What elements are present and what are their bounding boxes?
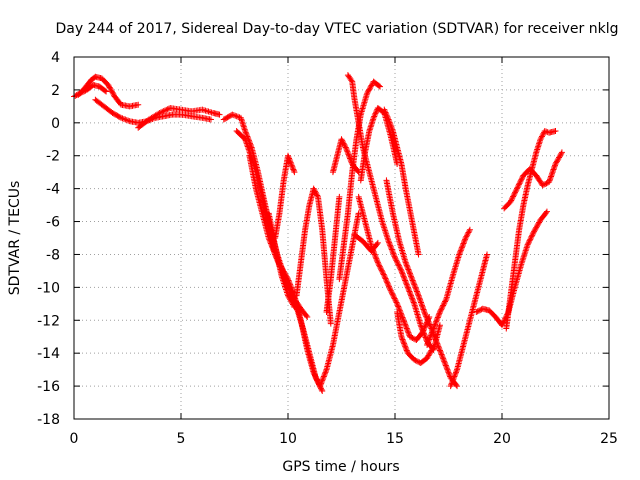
plot-frame	[73, 56, 610, 420]
data-point-markers	[75, 73, 142, 110]
x-tick-label: 15	[386, 431, 404, 447]
series-arc-25	[501, 149, 565, 212]
y-tick-label: 0	[51, 116, 60, 132]
y-tick-label: -2	[46, 149, 60, 165]
series-arc-16	[355, 193, 433, 344]
series-arc-21	[424, 226, 473, 348]
series-arc-18	[383, 177, 461, 390]
data-point-markers	[473, 208, 550, 329]
y-tick-label: -8	[46, 247, 60, 263]
series-arc-13	[336, 78, 384, 283]
y-tick-label: -6	[46, 215, 60, 231]
series-arc-24	[503, 128, 559, 332]
data-point-markers	[394, 309, 437, 367]
data-point-markers	[383, 177, 461, 390]
x-tick-label: 25	[600, 431, 618, 447]
x-axis-label: GPS time / hours	[282, 459, 399, 475]
data-point-markers	[424, 226, 473, 348]
x-tick-label: 5	[177, 431, 186, 447]
series-arc-4	[135, 105, 223, 131]
y-tick-label: -16	[37, 379, 60, 395]
data-point-markers	[447, 251, 491, 390]
series-arc-7	[246, 152, 362, 390]
data-point-markers	[336, 78, 384, 283]
data-point-markers	[381, 106, 422, 258]
data-point-markers	[503, 128, 559, 332]
y-tick-label: 2	[51, 83, 60, 99]
y-tick-label: -18	[37, 412, 60, 428]
y-tick-label: 4	[51, 50, 60, 66]
y-tick-label: -12	[37, 313, 60, 329]
data-point-markers	[501, 149, 565, 212]
y-axis-label: SDTVAR / TECUs	[7, 181, 23, 296]
data-point-markers	[135, 105, 223, 131]
series-arc-17	[351, 231, 381, 255]
y-tick-label: -10	[37, 280, 60, 296]
series-arc-2	[75, 73, 142, 110]
series-arc-19	[381, 106, 422, 258]
data-point-markers	[272, 152, 298, 241]
series-arc-9	[272, 152, 298, 241]
y-tick-label: -14	[37, 346, 60, 362]
data-points	[71, 72, 565, 395]
x-tick-label: 0	[70, 431, 79, 447]
data-point-markers	[351, 231, 381, 255]
x-tick-label: 10	[279, 431, 297, 447]
x-tick-label: 20	[493, 431, 511, 447]
chart-title: Day 244 of 2017, Sidereal Day-to-day VTE…	[56, 21, 619, 37]
data-point-markers	[246, 152, 362, 390]
data-point-markers	[323, 193, 343, 316]
series-arc-11	[323, 193, 343, 316]
series-arc-23	[473, 208, 550, 329]
series-arc-22	[447, 251, 491, 390]
data-point-markers	[355, 193, 433, 344]
series-arc-20	[394, 309, 437, 367]
y-tick-label: -4	[46, 182, 60, 198]
